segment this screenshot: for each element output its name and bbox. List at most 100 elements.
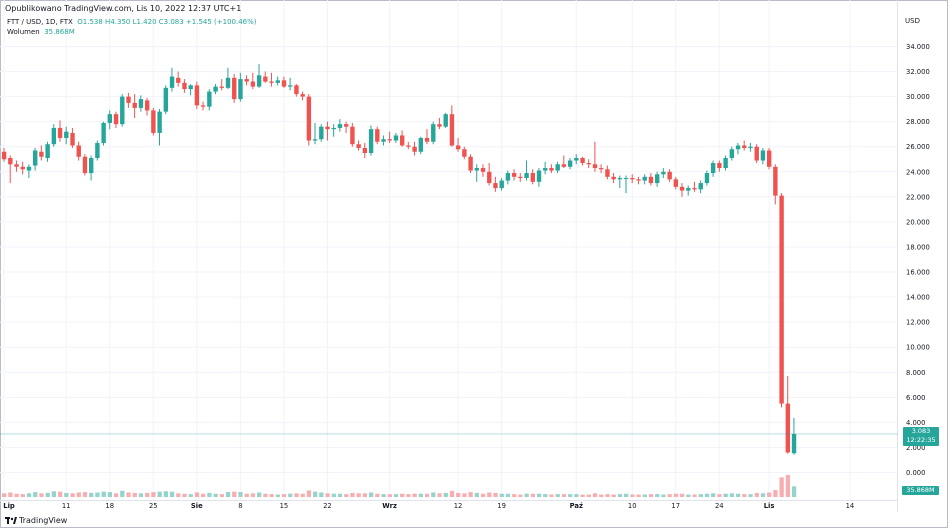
currency-label[interactable]: USD — [905, 17, 920, 25]
candle-body — [325, 126, 330, 130]
candle-body — [437, 124, 442, 127]
volume-bar — [424, 493, 430, 497]
volume-bar — [704, 493, 710, 497]
volume-bar — [387, 494, 392, 497]
volume-bar — [443, 492, 448, 497]
candle-body — [300, 94, 305, 97]
candle-body — [39, 151, 44, 157]
candle-body — [8, 158, 13, 165]
x-tick-label: 15 — [280, 502, 289, 510]
volume-bar — [107, 492, 113, 497]
tradingview-logo[interactable]: TradingView — [5, 516, 67, 525]
volume-bar — [655, 494, 660, 497]
candle-body — [785, 403, 791, 453]
volume-bar — [89, 492, 94, 497]
volume-bar — [95, 492, 100, 497]
volume-bar — [605, 494, 610, 497]
candle-body — [686, 188, 691, 191]
volume-bar — [306, 490, 312, 497]
x-tick-label: Lip — [3, 502, 15, 510]
candle-body — [791, 433, 797, 454]
candle-body — [256, 75, 262, 87]
volume-bar — [692, 494, 697, 497]
volume-bar — [754, 492, 759, 497]
y-tick-label: 22.000 — [906, 193, 930, 201]
volume-bar — [791, 486, 797, 497]
candle-body — [399, 135, 405, 146]
candle-body — [742, 145, 747, 148]
published-note: Opublikowano TradingView.com, Lis 10, 20… — [5, 4, 242, 13]
volume-bar — [480, 493, 486, 497]
symbol-legend[interactable]: FTT / USD, 1D, FTX O1.538 H4.350 L1.420 … — [7, 18, 257, 26]
candle-body — [294, 85, 299, 95]
candle-body — [580, 158, 585, 164]
volume-bar — [474, 492, 480, 497]
candle-body — [723, 158, 728, 169]
volume-bar — [294, 493, 299, 497]
volume-bar — [51, 491, 57, 497]
candle-body — [636, 179, 641, 181]
candle-body — [250, 81, 256, 87]
x-tick-label: 10 — [628, 502, 637, 510]
volume-bar — [101, 491, 106, 497]
candle-body — [319, 126, 324, 140]
x-tick-label: Paź — [570, 502, 583, 510]
candle-body — [157, 111, 162, 133]
volume-bar — [70, 493, 75, 497]
candle-body — [362, 147, 368, 153]
volume-bar — [555, 494, 560, 497]
candle-body — [717, 163, 722, 169]
volume-legend[interactable]: Wolumen 35.868M — [7, 28, 75, 36]
volume-bar — [512, 494, 517, 497]
y-tick-label: 6.000 — [906, 394, 925, 402]
candle-body — [132, 102, 137, 108]
candle-body — [462, 149, 467, 157]
volume-bar — [773, 490, 778, 497]
candle-body — [312, 139, 318, 141]
volume-bar — [64, 492, 69, 497]
candle-body — [661, 171, 666, 175]
volume-bar — [679, 493, 685, 497]
volume-bar — [20, 494, 25, 497]
candle-body — [760, 150, 766, 161]
candle-body — [648, 176, 654, 184]
candle-body — [729, 149, 735, 159]
candle-body — [238, 79, 243, 100]
volume-bar — [661, 494, 666, 497]
candle-body — [412, 146, 417, 152]
volume-bar — [375, 493, 380, 497]
candle-body — [567, 160, 573, 167]
y-tick-label: 12.000 — [906, 319, 930, 327]
candle-body — [169, 76, 175, 88]
volume-bar — [169, 491, 175, 497]
volume-bar — [257, 492, 262, 497]
y-tick-label: 10.000 — [906, 344, 930, 352]
volume-bar — [686, 494, 691, 497]
volume-bar — [592, 493, 598, 497]
volume-bar — [717, 494, 722, 497]
volume-bar — [561, 494, 567, 497]
volume-bar — [381, 494, 386, 497]
tradingview-logo-icon — [5, 516, 17, 524]
x-tick-label: Lis — [764, 502, 775, 510]
volume-bar — [76, 492, 81, 497]
volume-bar — [760, 493, 766, 497]
candle-body — [536, 170, 542, 182]
current-price: 3.083 — [911, 427, 931, 435]
volume-bar — [313, 491, 318, 497]
volume-bar — [225, 492, 231, 497]
candle-body — [120, 96, 125, 125]
candle-body — [138, 99, 144, 108]
x-tick-label: 18 — [105, 502, 114, 510]
volume-bar — [188, 494, 193, 497]
candle-body — [57, 127, 63, 138]
volume-label: Wolumen — [7, 28, 40, 36]
volume-bar — [742, 494, 747, 497]
candle-body — [350, 126, 355, 145]
volume-bar — [33, 492, 38, 497]
volume-bar — [543, 494, 548, 497]
candle-body — [219, 86, 224, 88]
candle-body — [33, 150, 38, 166]
candle-body — [281, 80, 287, 87]
